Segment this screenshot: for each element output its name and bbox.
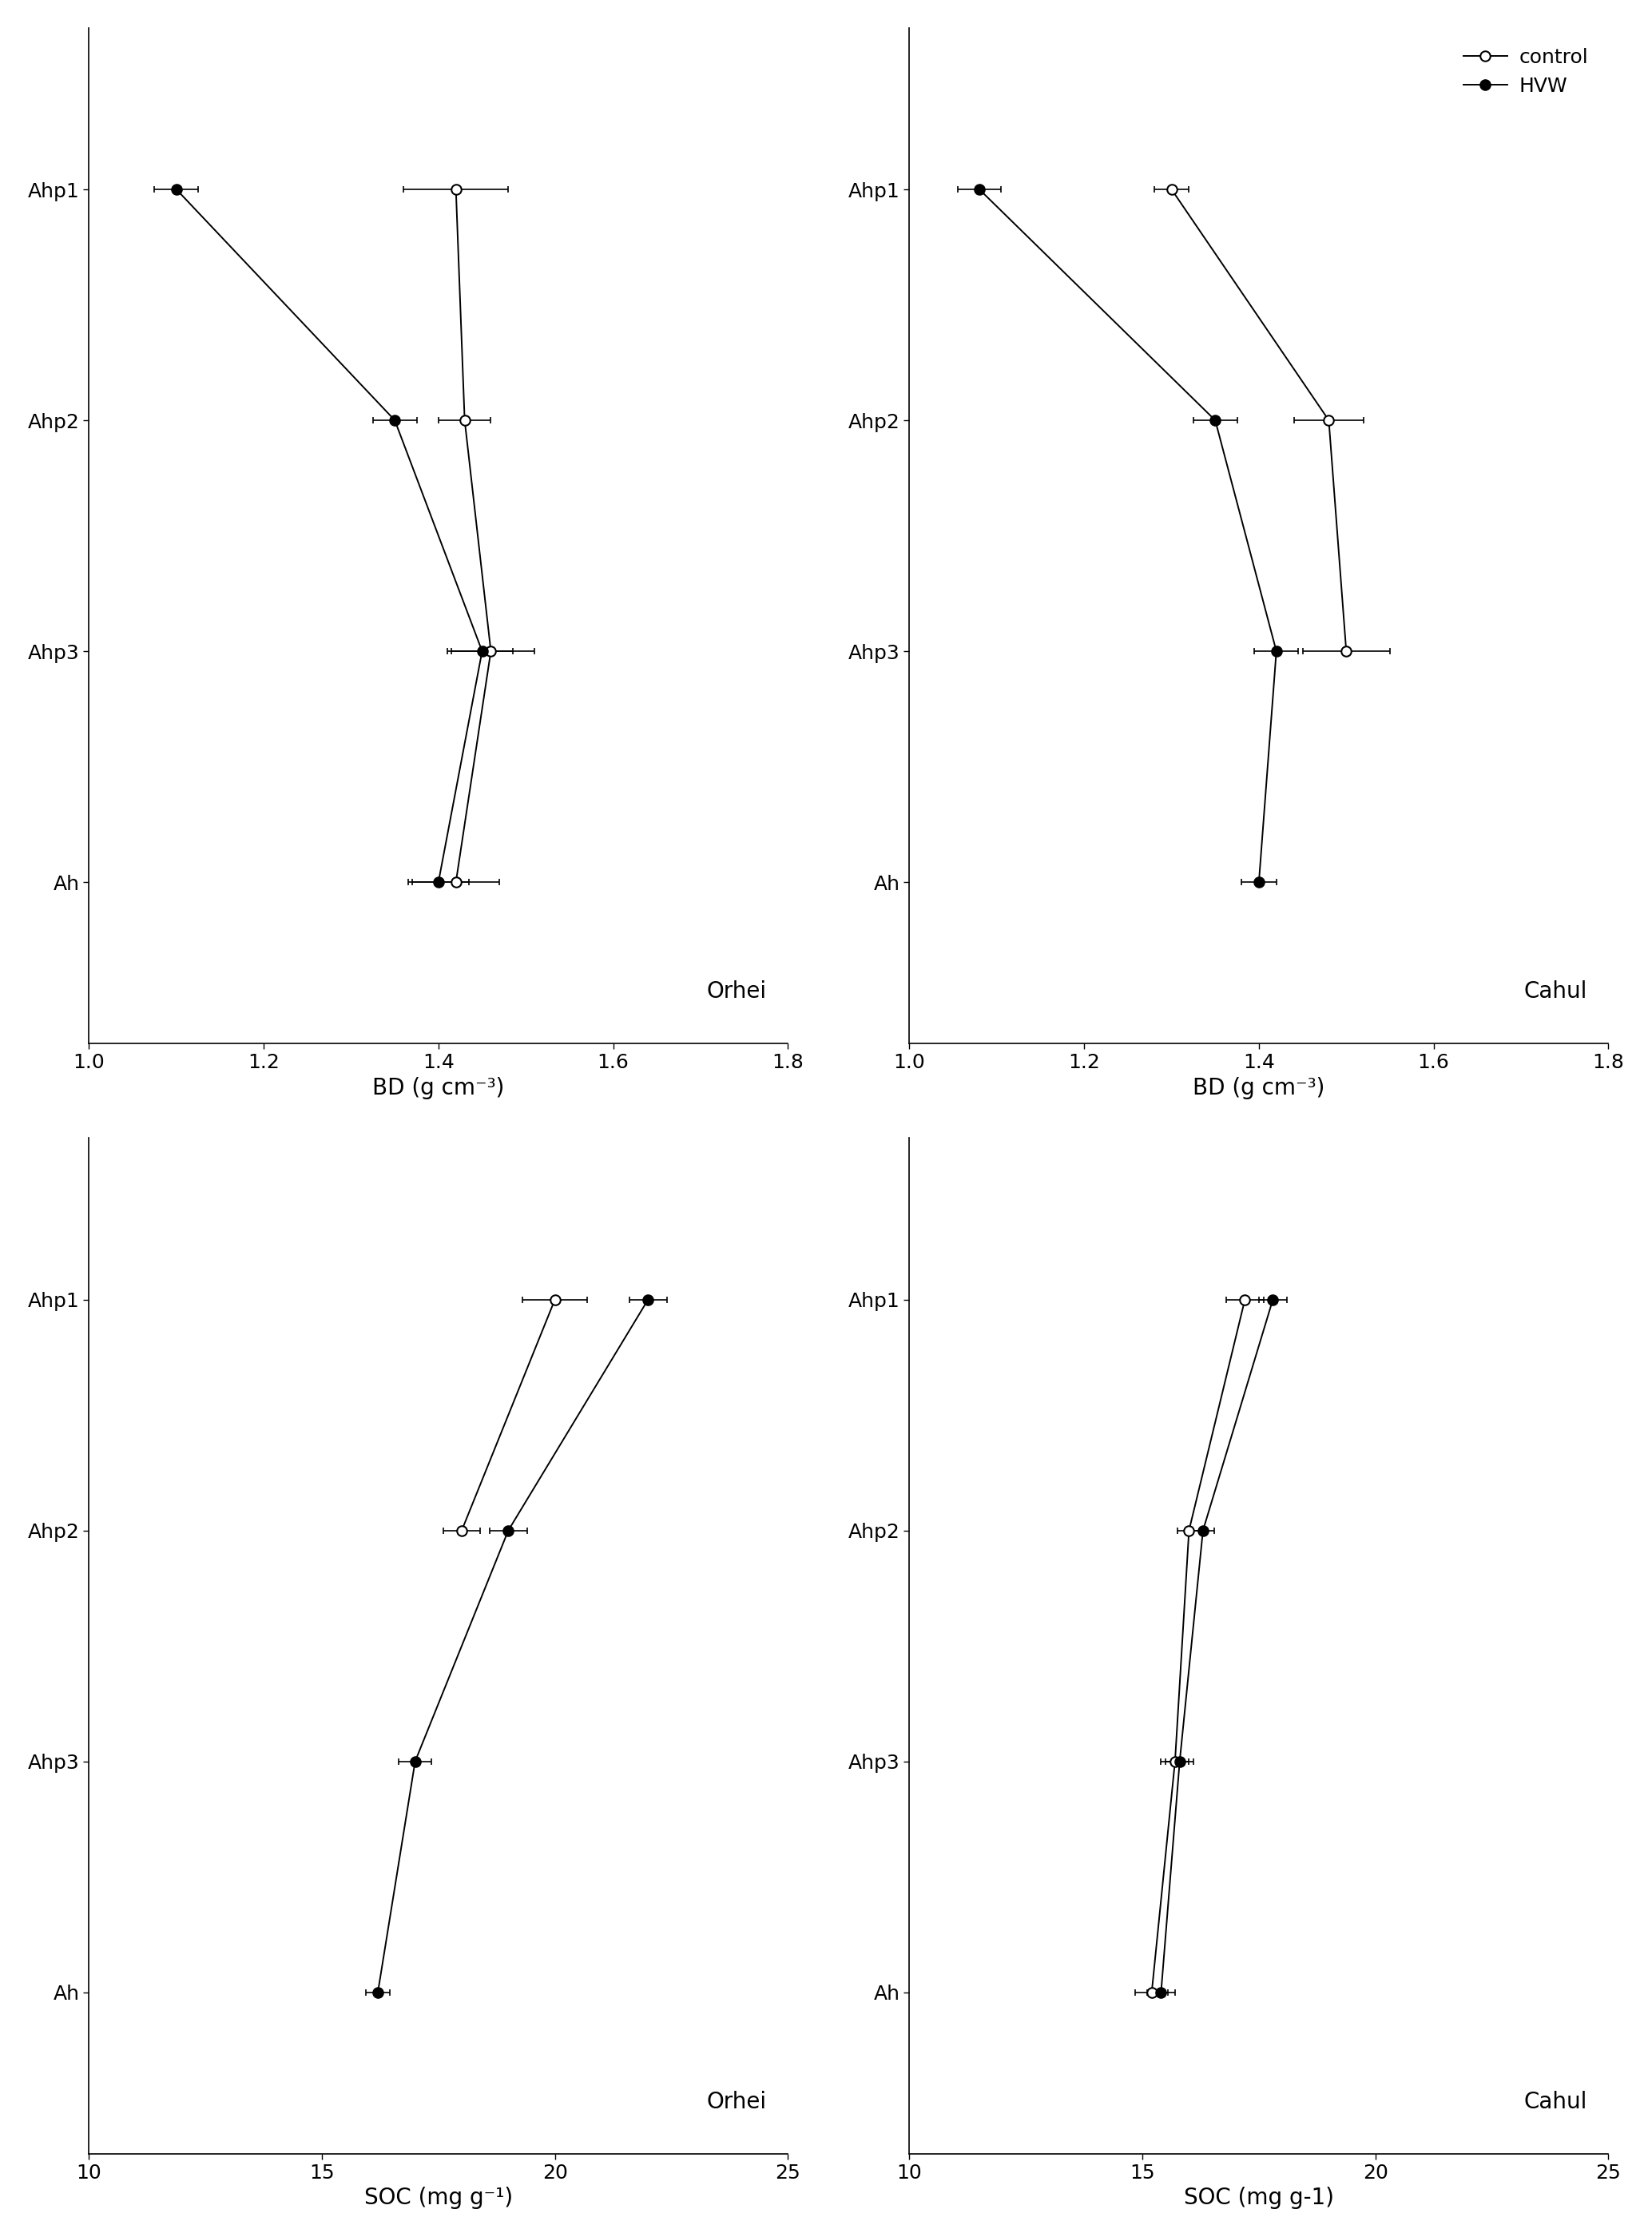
Text: Orhei: Orhei	[707, 2092, 767, 2114]
Legend: control, HVW: control, HVW	[1454, 38, 1599, 105]
X-axis label: BD (g cm⁻³): BD (g cm⁻³)	[1193, 1076, 1325, 1098]
X-axis label: SOC (mg g⁻¹): SOC (mg g⁻¹)	[363, 2188, 512, 2210]
X-axis label: SOC (mg g-1): SOC (mg g-1)	[1184, 2188, 1333, 2210]
Text: Orhei: Orhei	[707, 980, 767, 1002]
Text: Cahul: Cahul	[1523, 2092, 1588, 2114]
X-axis label: BD (g cm⁻³): BD (g cm⁻³)	[372, 1076, 504, 1098]
Text: Cahul: Cahul	[1523, 980, 1588, 1002]
